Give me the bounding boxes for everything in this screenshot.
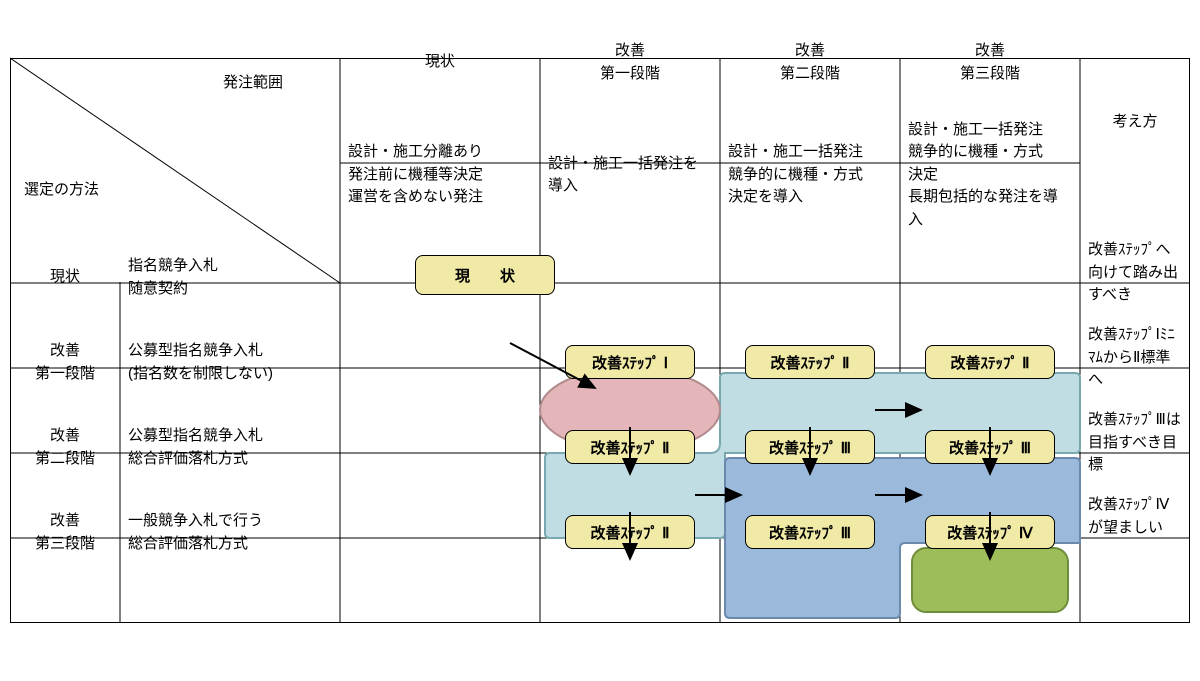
row-method-r4: 公募型指名競争入札 総合評価落札方式 [120,405,340,490]
row-label-r4: 改善 第二段階 [10,405,120,490]
node-step2a: 改善ｽﾃｯﾌﾟ Ⅱ [745,345,875,379]
subheader-c2: 設計・施工分離あり 発注前に機種等決定 運営を含めない発注 [340,115,540,235]
row-label-r5: 改善 第三段階 [10,490,120,575]
thought-r5: 改善ｽﾃｯﾌﾟⅣが望ましい [1080,490,1190,575]
col-header-current: 現状 [340,10,540,115]
node-step3a: 改善ｽﾃｯﾌﾟ Ⅲ [745,430,875,464]
thought-r4: 改善ｽﾃｯﾌﾟⅢは目指すべき目標 [1080,405,1190,490]
node-current: 現 状 [415,255,555,295]
col-header-stage2: 改善 第二段階 [720,10,900,115]
node-step3b: 改善ｽﾃｯﾌﾟ Ⅲ [925,430,1055,464]
node-step2b: 改善ｽﾃｯﾌﾟ Ⅱ [925,345,1055,379]
col-header-stage3: 改善 第三段階 [900,10,1080,115]
row-method-r3: 公募型指名競争入札 (指名数を制限しない) [120,320,340,405]
diagram-root: 発注範囲 選定の方法 現状 改善 第一段階 改善 第二段階 改善 第三段階 考え… [10,10,1190,671]
subheader-c5: 設計・施工一括発注 競争的に機種・方式 決定 長期包括的な発注を導入 [900,115,1080,235]
thought-r3: 改善ｽﾃｯﾌﾟⅠﾐﾆﾏﾑからⅡ標準へ [1080,320,1190,405]
node-step4: 改善ｽﾃｯﾌﾟ Ⅳ [925,515,1055,549]
node-step3c: 改善ｽﾃｯﾌﾟ Ⅲ [745,515,875,549]
node-step2c: 改善ｽﾃｯﾌﾟ Ⅱ [565,430,695,464]
diag-top-right-label: 発注範囲 [215,68,335,99]
col-header-thoughts: 考え方 [1080,10,1190,235]
subheader-c4: 設計・施工一括発注 競争的に機種・方式 決定を導入 [720,115,900,235]
node-step1: 改善ｽﾃｯﾌﾟ Ⅰ [565,345,695,379]
diag-bottom-left-label: 選定の方法 [16,175,146,206]
thought-r2: 改善ｽﾃｯﾌﾟへ向けて踏み出すべき [1080,235,1190,320]
row-label-r2: 現状 [10,235,120,320]
col-header-stage1: 改善 第一段階 [540,10,720,115]
row-method-r5: 一般競争入札で行う 総合評価落札方式 [120,490,340,575]
row-method-r2: 指名競争入札 随意契約 [120,235,340,320]
node-step2d: 改善ｽﾃｯﾌﾟ Ⅱ [565,515,695,549]
subheader-c3: 設計・施工一括発注を導入 [540,115,720,235]
row-label-r3: 改善 第一段階 [10,320,120,405]
